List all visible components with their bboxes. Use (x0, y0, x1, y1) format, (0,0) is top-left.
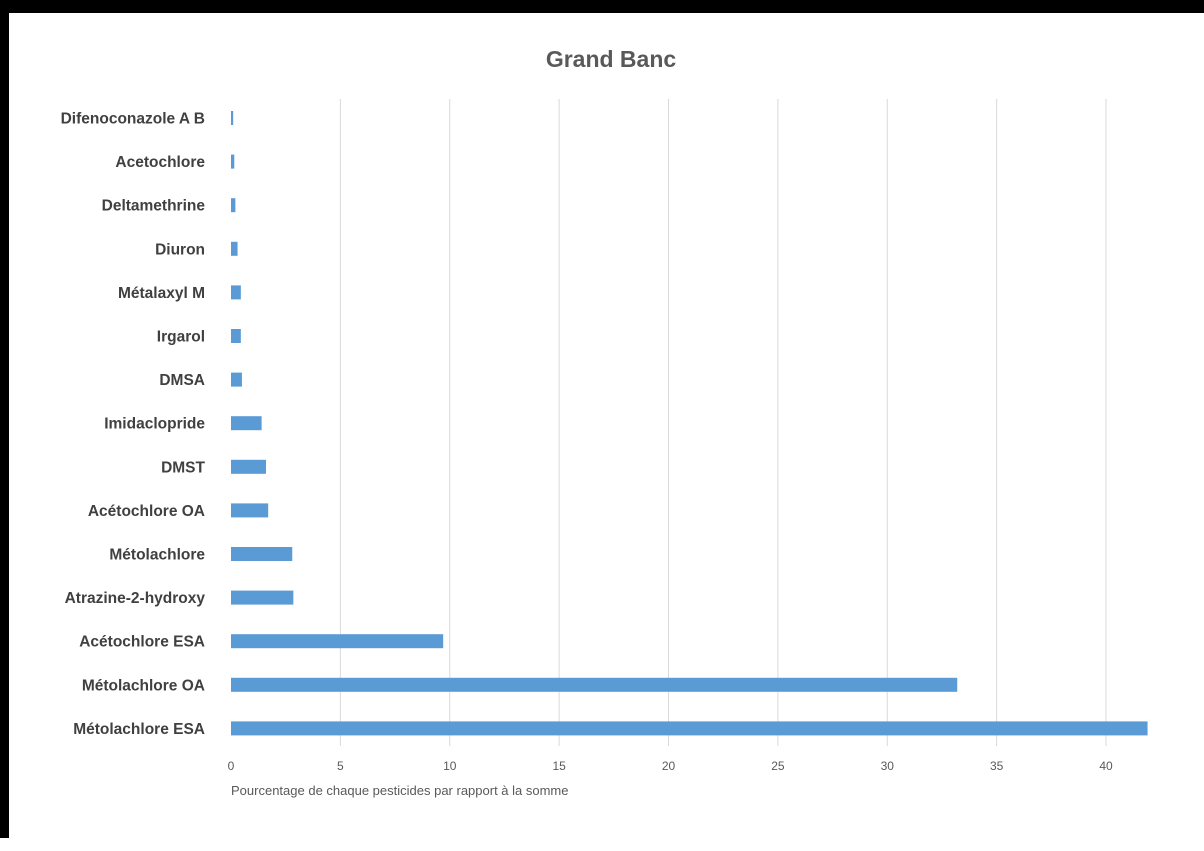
plot-area: 05101520253035404Difenoconazole A BAceto… (61, 99, 1148, 773)
category-label: Métalaxyl M (118, 285, 205, 302)
x-tick-label: 5 (337, 759, 344, 773)
x-tick-label: 35 (990, 759, 1004, 773)
x-tick-label: 0 (228, 759, 235, 773)
x-tick-label: 10 (443, 759, 457, 773)
x-axis-title: Pourcentage de chaque pesticides par rap… (231, 783, 569, 798)
category-label: Atrazine-2-hydroxy (65, 590, 206, 607)
x-tick-label: 15 (552, 759, 566, 773)
category-label: Imidaclopride (104, 416, 205, 433)
x-tick-label: 25 (771, 759, 785, 773)
category-label: Acetochlore (115, 154, 205, 171)
bar (231, 241, 238, 256)
category-label: Acétochlore ESA (79, 634, 205, 651)
bar (231, 372, 242, 387)
bar (231, 503, 269, 518)
category-label: DMSA (159, 372, 205, 389)
category-label: DMST (161, 459, 205, 476)
bar (231, 590, 294, 605)
category-label: Métolachlore (109, 547, 205, 564)
category-label: Acétochlore OA (88, 503, 205, 520)
chart-title: Grand Banc (545, 46, 677, 72)
bar (231, 198, 236, 213)
bar (231, 634, 444, 649)
category-label: Difenoconazole A B (61, 111, 205, 128)
x-tick-label: 30 (881, 759, 895, 773)
bar (231, 459, 266, 474)
category-label: Deltamethrine (102, 198, 206, 215)
category-label: Irgarol (157, 329, 205, 346)
bar (231, 285, 241, 300)
category-label: Métolachlore OA (82, 677, 205, 694)
bar (231, 329, 241, 343)
bar (231, 547, 293, 561)
x-tick-label: 20 (662, 759, 676, 773)
bar (231, 677, 958, 692)
bar (231, 416, 262, 431)
category-label: Diuron (155, 241, 205, 258)
category-label: Métolachlore ESA (73, 721, 205, 738)
bar (231, 721, 1148, 736)
bar (231, 111, 234, 125)
bar (231, 154, 235, 169)
x-tick-label: 40 (1099, 759, 1113, 773)
